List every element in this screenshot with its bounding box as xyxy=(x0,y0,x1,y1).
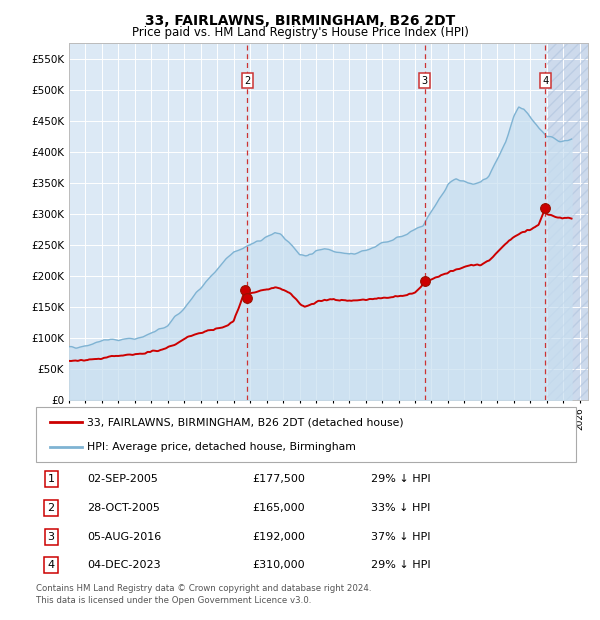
Text: 05-AUG-2016: 05-AUG-2016 xyxy=(88,532,161,542)
Text: £177,500: £177,500 xyxy=(252,474,305,484)
Text: 33, FAIRLAWNS, BIRMINGHAM, B26 2DT: 33, FAIRLAWNS, BIRMINGHAM, B26 2DT xyxy=(145,14,455,28)
Text: £192,000: £192,000 xyxy=(252,532,305,542)
Text: 3: 3 xyxy=(47,532,55,542)
Text: 33% ↓ HPI: 33% ↓ HPI xyxy=(371,503,430,513)
Text: 4: 4 xyxy=(47,560,55,570)
Text: 2: 2 xyxy=(47,503,55,513)
Bar xyxy=(547,43,588,400)
Text: Price paid vs. HM Land Registry's House Price Index (HPI): Price paid vs. HM Land Registry's House … xyxy=(131,26,469,39)
Text: 3: 3 xyxy=(421,76,428,86)
Text: 28-OCT-2005: 28-OCT-2005 xyxy=(88,503,160,513)
Text: 1: 1 xyxy=(47,474,55,484)
Text: £310,000: £310,000 xyxy=(252,560,305,570)
Text: 4: 4 xyxy=(542,76,548,86)
Text: 37% ↓ HPI: 37% ↓ HPI xyxy=(371,532,430,542)
Text: 33, FAIRLAWNS, BIRMINGHAM, B26 2DT (detached house): 33, FAIRLAWNS, BIRMINGHAM, B26 2DT (deta… xyxy=(88,417,404,427)
Text: 02-SEP-2005: 02-SEP-2005 xyxy=(88,474,158,484)
Text: 2: 2 xyxy=(244,76,251,86)
Text: HPI: Average price, detached house, Birmingham: HPI: Average price, detached house, Birm… xyxy=(88,442,356,452)
FancyBboxPatch shape xyxy=(36,407,576,462)
Text: 29% ↓ HPI: 29% ↓ HPI xyxy=(371,474,430,484)
Text: 04-DEC-2023: 04-DEC-2023 xyxy=(88,560,161,570)
Text: Contains HM Land Registry data © Crown copyright and database right 2024.
This d: Contains HM Land Registry data © Crown c… xyxy=(36,584,371,605)
Text: £165,000: £165,000 xyxy=(252,503,305,513)
Bar xyxy=(547,43,588,400)
Text: 29% ↓ HPI: 29% ↓ HPI xyxy=(371,560,430,570)
